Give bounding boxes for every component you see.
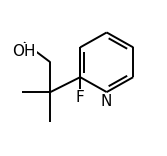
Text: F: F	[76, 90, 85, 105]
Text: OH: OH	[12, 44, 36, 59]
Text: N: N	[101, 94, 112, 109]
